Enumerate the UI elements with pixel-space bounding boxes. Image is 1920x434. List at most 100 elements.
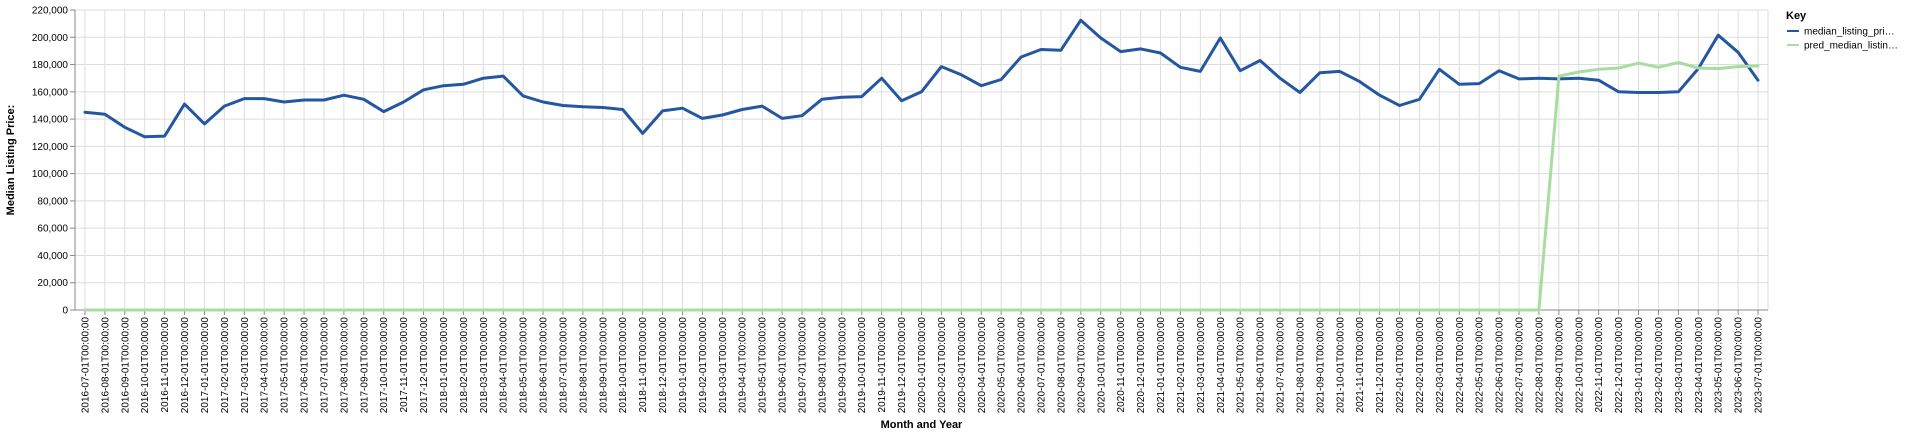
series-line-2 [83,61,1760,312]
x-tick-label: 2023-01-01T00:00:00 [1634,317,1645,414]
x-tick-label: 2017-09-01T00:00:00 [359,317,370,414]
series-lines [83,18,1760,312]
x-tick-label: 2020-05-01T00:00:00 [997,317,1008,414]
y-tick-label: 180,000 [32,60,69,71]
x-tick-label: 2018-12-01T00:00:00 [658,317,669,414]
x-tick-label: 2019-05-01T00:00:00 [758,317,769,414]
y-tick-label: 20,000 [37,278,68,289]
y-tick-label: 200,000 [32,33,69,44]
x-tick-label: 2020-04-01T00:00:00 [977,317,988,414]
x-tick-label: 2022-05-01T00:00:00 [1475,317,1486,414]
x-tick-label: 2021-03-01T00:00:00 [1196,317,1207,414]
x-tick-label: 2021-08-01T00:00:00 [1295,317,1306,414]
x-tick-label: 2021-05-01T00:00:00 [1236,317,1247,414]
x-axis-title: Month and Year [881,419,963,431]
x-tick-label: 2021-02-01T00:00:00 [1176,317,1187,414]
x-tick-label: 2019-04-01T00:00:00 [738,317,749,414]
x-tick-label: 2017-02-01T00:00:00 [220,317,231,414]
x-tick-label: 2017-10-01T00:00:00 [379,317,390,414]
x-tick-label: 2020-07-01T00:00:00 [1037,317,1048,414]
x-tick-label: 2016-07-01T00:00:00 [80,317,91,414]
y-tick-label: 0 [62,306,68,317]
y-axis-ticks: 0 20,000 40,000 60,000 80,000 100,000 120,000 1… [32,6,75,317]
x-tick-label: 2020-08-01T00:00:00 [1056,317,1067,414]
x-tick-label: 2019-03-01T00:00:00 [718,317,729,414]
x-tick-label: 2017-12-01T00:00:00 [419,317,430,414]
x-tick-label: 2022-08-01T00:00:00 [1534,317,1545,414]
x-tick-label: 2022-09-01T00:00:00 [1554,317,1565,414]
x-tick-label: 2020-09-01T00:00:00 [1076,317,1087,414]
x-tick-label: 2018-08-01T00:00:00 [578,317,589,414]
x-tick-label: 2017-06-01T00:00:00 [300,317,311,414]
x-tick-label: 2023-06-01T00:00:00 [1734,317,1745,414]
legend-label: median_listing_pri… [1804,27,1895,38]
x-tick-label: 2023-07-01T00:00:00 [1754,317,1765,414]
legend-label: pred_median_listin… [1804,41,1898,52]
x-tick-label: 2016-12-01T00:00:00 [180,317,191,414]
x-tick-label: 2019-12-01T00:00:00 [897,317,908,414]
x-tick-label: 2021-09-01T00:00:00 [1315,317,1326,414]
x-tick-label: 2021-01-01T00:00:00 [1156,317,1167,414]
x-tick-label: 2019-02-01T00:00:00 [698,317,709,414]
x-tick-label: 2022-01-01T00:00:00 [1395,317,1406,414]
x-tick-label: 2018-04-01T00:00:00 [499,317,510,414]
x-tick-label: 2019-01-01T00:00:00 [678,317,689,414]
x-tick-label: 2022-10-01T00:00:00 [1574,317,1585,414]
legend: Key median_listing_pri… pred_median_listi… [1786,10,1898,52]
x-tick-label: 2019-10-01T00:00:00 [857,317,868,414]
x-tick-label: 2018-05-01T00:00:00 [519,317,530,414]
x-tick-label: 2018-01-01T00:00:00 [439,317,450,414]
x-tick-label: 2023-05-01T00:00:00 [1714,317,1725,414]
x-tick-label: 2018-02-01T00:00:00 [459,317,470,414]
x-tick-label: 2022-04-01T00:00:00 [1455,317,1466,414]
x-tick-label: 2022-12-01T00:00:00 [1614,317,1625,414]
x-tick-label: 2021-12-01T00:00:00 [1375,317,1386,414]
x-tick-label: 2021-07-01T00:00:00 [1276,317,1287,414]
x-tick-label: 2017-08-01T00:00:00 [339,317,350,414]
x-tick-label: 2023-02-01T00:00:00 [1654,317,1665,414]
x-tick-label: 2016-11-01T00:00:00 [160,317,171,413]
series-line-1 [83,18,1760,139]
x-tick-label: 2020-01-01T00:00:00 [917,317,928,414]
y-tick-label: 220,000 [32,6,69,17]
x-tick-label: 2022-11-01T00:00:00 [1594,317,1605,413]
y-tick-label: 80,000 [37,196,68,207]
y-tick-label: 160,000 [32,87,69,98]
x-tick-label: 2017-04-01T00:00:00 [260,317,271,414]
x-tick-label: 2022-06-01T00:00:00 [1495,317,1506,414]
x-tick-label: 2019-11-01T00:00:00 [877,317,888,413]
x-tick-label: 2018-06-01T00:00:00 [539,317,550,414]
y-tick-label: 40,000 [37,251,68,262]
x-tick-label: 2018-10-01T00:00:00 [618,317,629,414]
x-tick-label: 2016-08-01T00:00:00 [100,317,111,414]
x-tick-label: 2021-06-01T00:00:00 [1256,317,1267,414]
x-tick-label: 2022-02-01T00:00:00 [1415,317,1426,414]
x-tick-label: 2023-04-01T00:00:00 [1694,317,1705,414]
x-tick-label: 2018-11-01T00:00:00 [638,317,649,413]
x-tick-label: 2017-07-01T00:00:00 [319,317,330,414]
x-tick-label: 2019-06-01T00:00:00 [778,317,789,414]
y-tick-label: 120,000 [32,142,69,153]
gridlines [75,9,1769,311]
x-tick-label: 2017-05-01T00:00:00 [280,317,291,414]
x-tick-label: 2020-06-01T00:00:00 [1017,317,1028,414]
x-tick-label: 2021-04-01T00:00:00 [1216,317,1227,414]
x-tick-label: 2019-07-01T00:00:00 [797,317,808,414]
x-tick-label: 2022-03-01T00:00:00 [1435,317,1446,414]
y-tick-label: 140,000 [32,115,69,126]
y-axis-title: Median Listing Price: [5,105,17,216]
legend-title: Key [1786,10,1807,22]
x-tick-label: 2017-11-01T00:00:00 [399,317,410,413]
x-tick-label: 2022-07-01T00:00:00 [1515,317,1526,414]
x-tick-label: 2021-10-01T00:00:00 [1335,317,1346,414]
x-tick-label: 2016-09-01T00:00:00 [120,317,131,414]
x-tick-label: 2016-10-01T00:00:00 [140,317,151,414]
x-tick-label: 2019-08-01T00:00:00 [817,317,828,414]
x-tick-label: 2020-02-01T00:00:00 [937,317,948,414]
x-tick-label: 2020-10-01T00:00:00 [1096,317,1107,414]
y-tick-label: 60,000 [37,224,68,235]
x-tick-label: 2020-12-01T00:00:00 [1136,317,1147,414]
x-tick-label: 2018-07-01T00:00:00 [558,317,569,414]
x-tick-label: 2017-03-01T00:00:00 [240,317,251,414]
